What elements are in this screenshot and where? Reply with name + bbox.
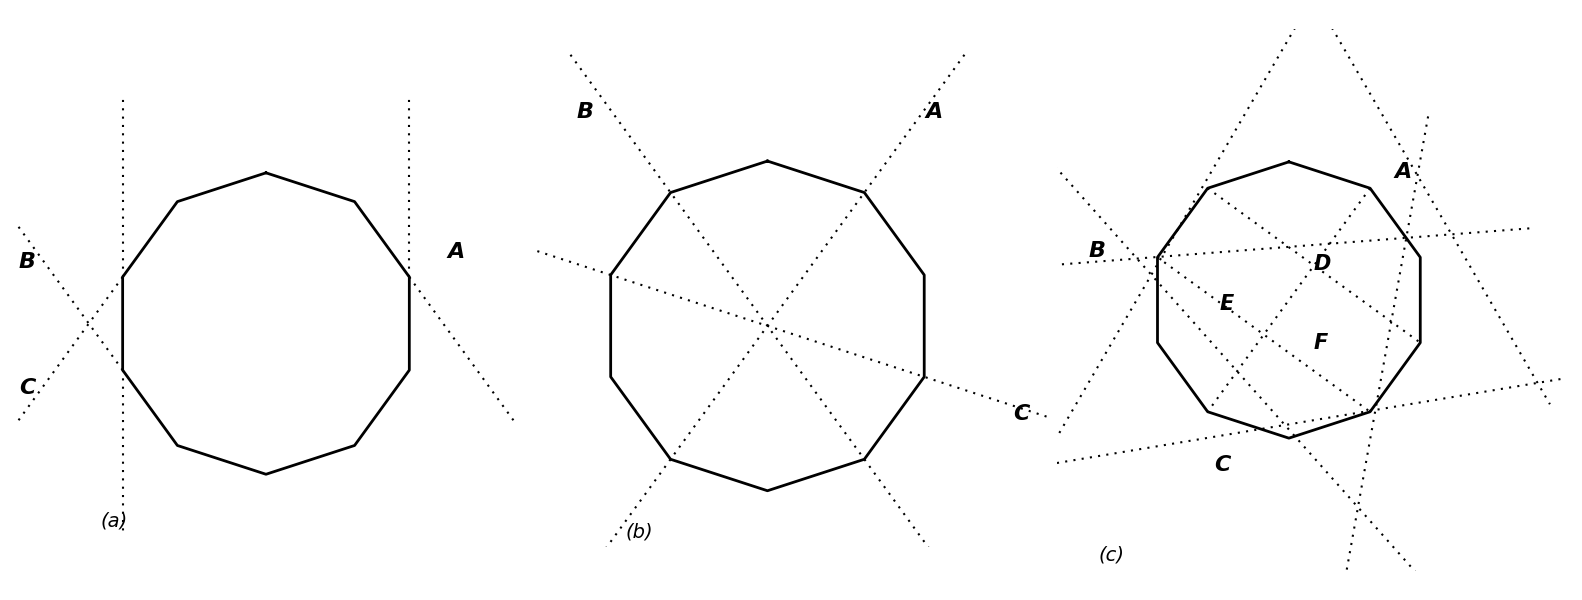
Text: B: B	[1088, 241, 1106, 262]
Text: F: F	[1313, 334, 1327, 353]
Text: C: C	[19, 377, 35, 398]
Text: B: B	[19, 251, 36, 272]
Text: D: D	[1313, 254, 1330, 274]
Text: E: E	[1220, 294, 1234, 314]
Text: A: A	[448, 242, 464, 262]
Text: (b): (b)	[625, 523, 653, 541]
Text: C: C	[1213, 455, 1231, 475]
Text: B: B	[577, 101, 593, 122]
Text: A: A	[1395, 163, 1413, 182]
Text: (c): (c)	[1098, 545, 1125, 565]
Text: (a): (a)	[100, 511, 128, 530]
Text: C: C	[1012, 404, 1030, 424]
Text: A: A	[925, 101, 943, 122]
